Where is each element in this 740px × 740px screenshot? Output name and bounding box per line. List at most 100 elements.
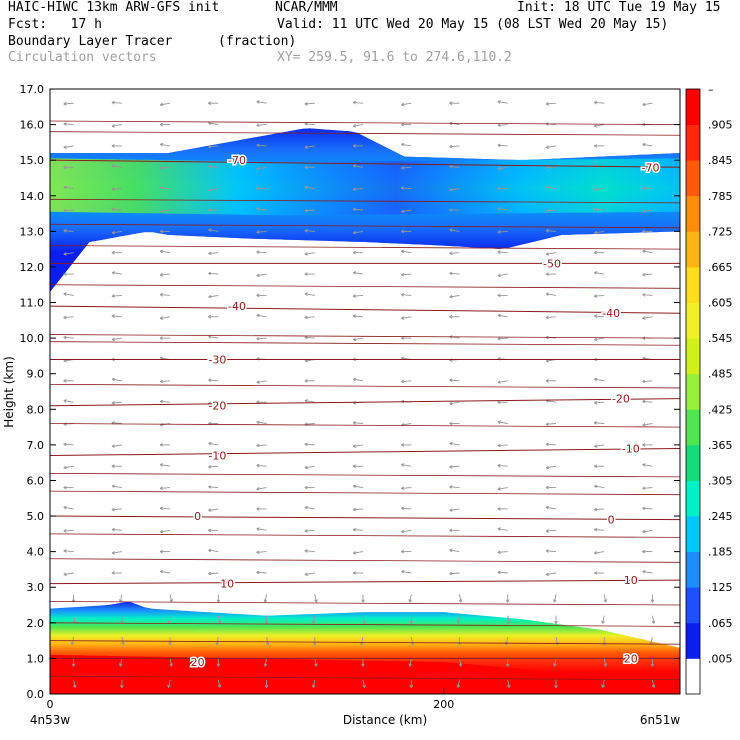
circulation-vector	[352, 507, 364, 512]
contour-label: 10	[624, 574, 638, 587]
colorbar-label: .485	[708, 368, 733, 381]
circulation-vector	[362, 679, 366, 688]
circulation-vector	[593, 250, 605, 255]
circulation-vector	[601, 679, 605, 688]
tracer-layers	[50, 128, 680, 694]
colorbar-swatch	[686, 338, 700, 375]
circulation-vector	[497, 527, 508, 531]
circulation-vector	[594, 271, 605, 275]
circulation-vector	[120, 679, 124, 689]
circulation-vector	[401, 506, 412, 511]
circulation-vector	[304, 208, 315, 213]
y-tick-label: 7.0	[27, 439, 45, 452]
circulation-vector	[208, 208, 219, 212]
circulation-vector	[215, 637, 220, 646]
circulation-vector	[159, 166, 171, 170]
circulation-vector	[545, 272, 556, 276]
y-axis-label: Height (km)	[2, 356, 16, 427]
colorbar-swatch	[686, 516, 700, 553]
circulation-vector	[449, 188, 460, 192]
circulation-vector	[642, 463, 653, 467]
circulation-vector	[159, 272, 171, 277]
colorbar-label: .545	[708, 332, 733, 345]
circulation-vector	[352, 377, 364, 382]
circulation-vector	[593, 400, 605, 405]
circulation-vector	[545, 529, 557, 533]
circulation-vector	[159, 529, 171, 534]
circulation-vector	[159, 549, 171, 554]
circulation-vector	[159, 379, 171, 384]
contour-label: -20	[612, 393, 630, 406]
circulation-vector	[208, 508, 219, 512]
contour-label: -40	[228, 300, 246, 313]
y-tick-label: 3.0	[27, 581, 45, 594]
temperature-contour-minor	[50, 341, 680, 346]
circulation-vector	[304, 185, 315, 190]
circulation-vector	[497, 486, 508, 491]
circulation-vector	[216, 658, 221, 667]
circulation-vector	[642, 443, 653, 447]
circulation-vector	[594, 337, 605, 342]
circulation-vector	[159, 506, 171, 511]
circulation-vector	[111, 271, 122, 275]
circulation-vector	[111, 230, 122, 235]
circulation-vector	[449, 528, 460, 533]
circulation-vector	[507, 615, 511, 624]
circulation-vector	[603, 658, 608, 667]
circulation-vector	[594, 551, 605, 555]
contour-label: -50	[543, 257, 561, 270]
circulation-vector	[111, 444, 122, 448]
circulation-vector	[311, 679, 316, 688]
temperature-contour-minor	[50, 423, 680, 428]
circulation-vector	[497, 443, 508, 448]
circulation-vector	[642, 272, 653, 277]
circulation-vector	[63, 379, 74, 383]
colorbar-label: .065	[708, 617, 733, 630]
temperature-contour-minor	[50, 601, 680, 606]
circulation-vector	[401, 549, 412, 554]
circulation-vector	[256, 100, 267, 104]
circulation-vector	[208, 528, 219, 533]
circulation-vector	[256, 143, 267, 148]
circulation-vector	[545, 572, 557, 577]
circulation-vector	[449, 314, 460, 319]
circulation-vector	[63, 442, 74, 447]
circulation-vector	[111, 187, 122, 192]
center-label: NCAR/MMM	[275, 0, 338, 15]
colorbar-label: .905	[708, 119, 733, 132]
circulation-vector	[650, 658, 655, 667]
circulation-vector	[401, 463, 412, 467]
circulation-vector	[63, 315, 74, 320]
circulation-vector	[208, 294, 219, 299]
circulation-vector	[361, 658, 365, 667]
circulation-vector	[159, 209, 171, 214]
colorbar-swatch	[686, 124, 700, 161]
contour-label: -30	[208, 353, 226, 366]
circulation-vector	[593, 527, 605, 532]
circulation-vector	[507, 679, 511, 688]
circulation-vector	[111, 507, 122, 512]
circulation-vector	[111, 164, 122, 168]
circulation-vector	[63, 228, 74, 233]
y-tick-label: 4.0	[27, 546, 45, 559]
circulation-vector	[593, 464, 605, 469]
circulation-vector	[111, 337, 122, 342]
chart-title: HAIC-HIWC 13km ARW-GFS init	[8, 0, 220, 15]
circulation-vector	[401, 316, 412, 320]
colorbar-label: .245	[708, 510, 733, 523]
circulation-vector	[352, 527, 364, 532]
circulation-vector	[545, 292, 557, 297]
circulation-vector	[352, 164, 364, 168]
circulation-vector	[304, 465, 315, 470]
circulation-vector	[265, 637, 270, 646]
circulation-vector	[304, 379, 315, 383]
circulation-vector	[72, 679, 77, 688]
y-tick-label: 17.0	[20, 83, 45, 96]
circulation-vector	[111, 527, 122, 532]
circulation-vector	[304, 505, 315, 510]
circulation-vector	[111, 100, 122, 105]
circulation-vector	[304, 485, 315, 490]
plot-frame	[49, 88, 681, 695]
circulation-vector	[304, 399, 315, 403]
temperature-contour-minor	[50, 198, 680, 204]
